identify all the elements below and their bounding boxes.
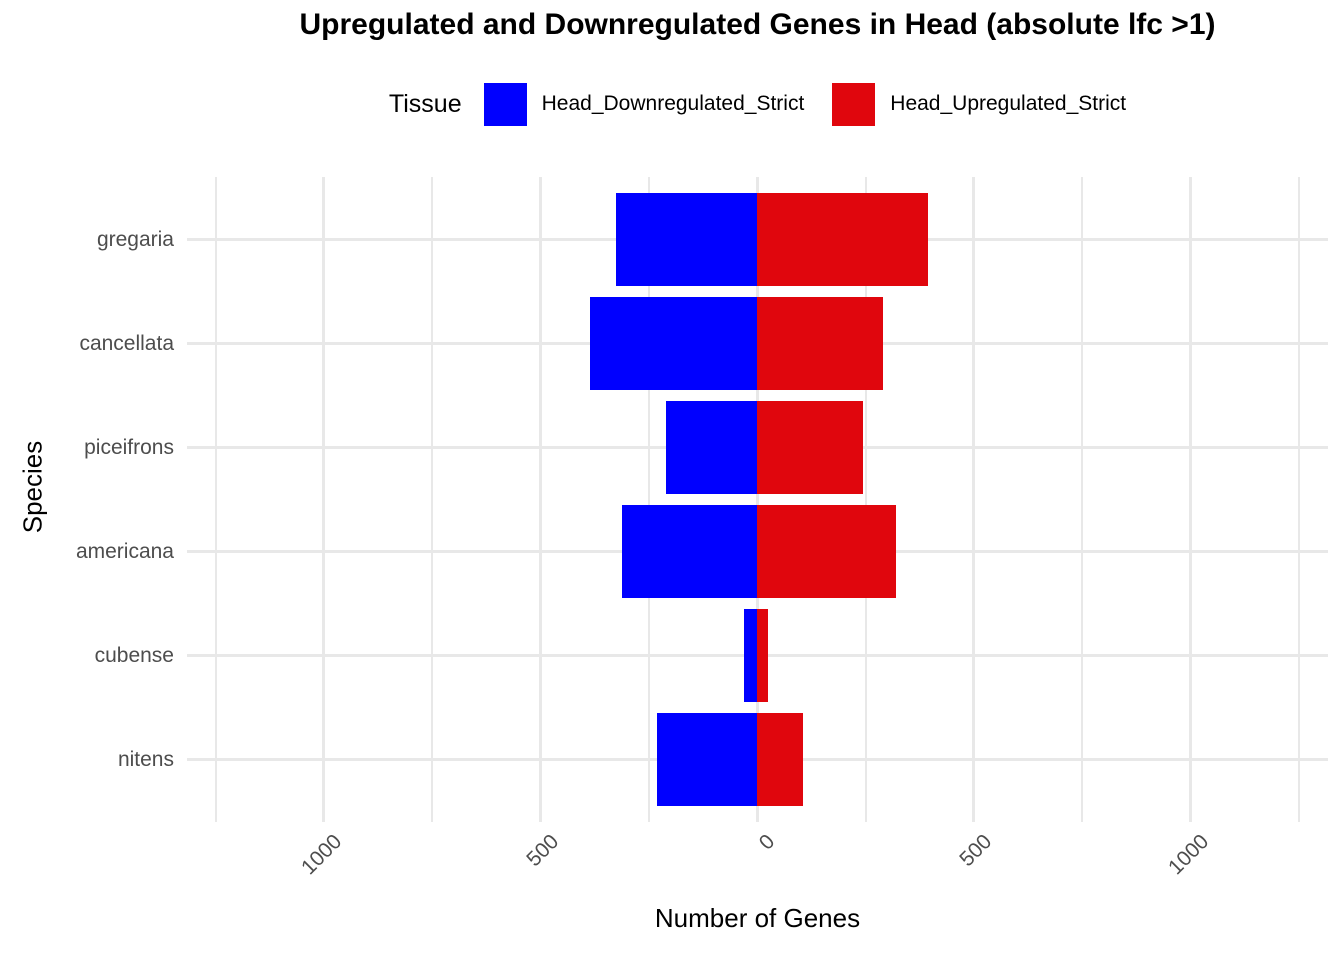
gridline-x-minor [431,177,434,822]
legend-key-upregulated-swatch [832,82,876,126]
y-tick-label-cubense: cubense [94,644,174,668]
chart-title: Upregulated and Downregulated Genes in H… [299,8,1216,41]
x-tick-label: 500 [521,830,563,872]
bar-downregulated-piceifrons [666,400,758,495]
y-tick-label-americana: americana [75,540,174,564]
bar-upregulated-gregaria [757,192,929,287]
bar-downregulated-cancellata [590,296,758,391]
bar-downregulated-americana [622,504,758,599]
y-tick-label-piceifrons: piceifrons [84,435,174,459]
gridline-x-minor [214,177,217,822]
bar-upregulated-cubense [757,608,769,703]
legend: Tissue Head_Downregulated_Strict Head_Up… [187,80,1328,128]
gridline-x-minor [864,177,867,822]
y-tick-label-cancellata: cancellata [79,331,174,355]
bar-upregulated-nitens [757,712,803,807]
x-tick-label: 1000 [296,830,347,880]
gridline-x-major [539,177,543,822]
legend-title: Tissue [388,89,462,118]
gridline-x-minor [647,177,650,822]
y-tick-label-gregaria: gregaria [96,227,174,251]
bar-upregulated-cancellata [757,296,883,391]
y-axis-title: Species [17,440,48,534]
plot-panel [187,177,1328,822]
gridline-x-major [322,177,326,822]
x-tick-label: 1000 [1163,830,1213,880]
gridline-x-major [1189,177,1193,822]
bar-upregulated-americana [757,504,896,599]
gridline-x-minor [1297,177,1300,822]
gridline-x-major [972,177,976,822]
x-tick-label: 500 [955,830,997,872]
y-tick-label-nitens: nitens [117,748,174,772]
legend-key-downregulated-swatch [483,82,527,126]
legend-label-downregulated: Head_Downregulated_Strict [541,92,805,115]
x-tick-label: 0 [755,830,780,855]
bar-upregulated-piceifrons [757,400,864,495]
bar-downregulated-gregaria [616,192,758,287]
x-axis-title: Number of Genes [654,903,861,933]
gridline-x-major [755,177,759,822]
bar-downregulated-nitens [656,712,758,807]
legend-label-upregulated: Head_Upregulated_Strict [890,92,1127,115]
gridline-x-minor [1081,177,1084,822]
bar-downregulated-cubense [744,608,758,703]
